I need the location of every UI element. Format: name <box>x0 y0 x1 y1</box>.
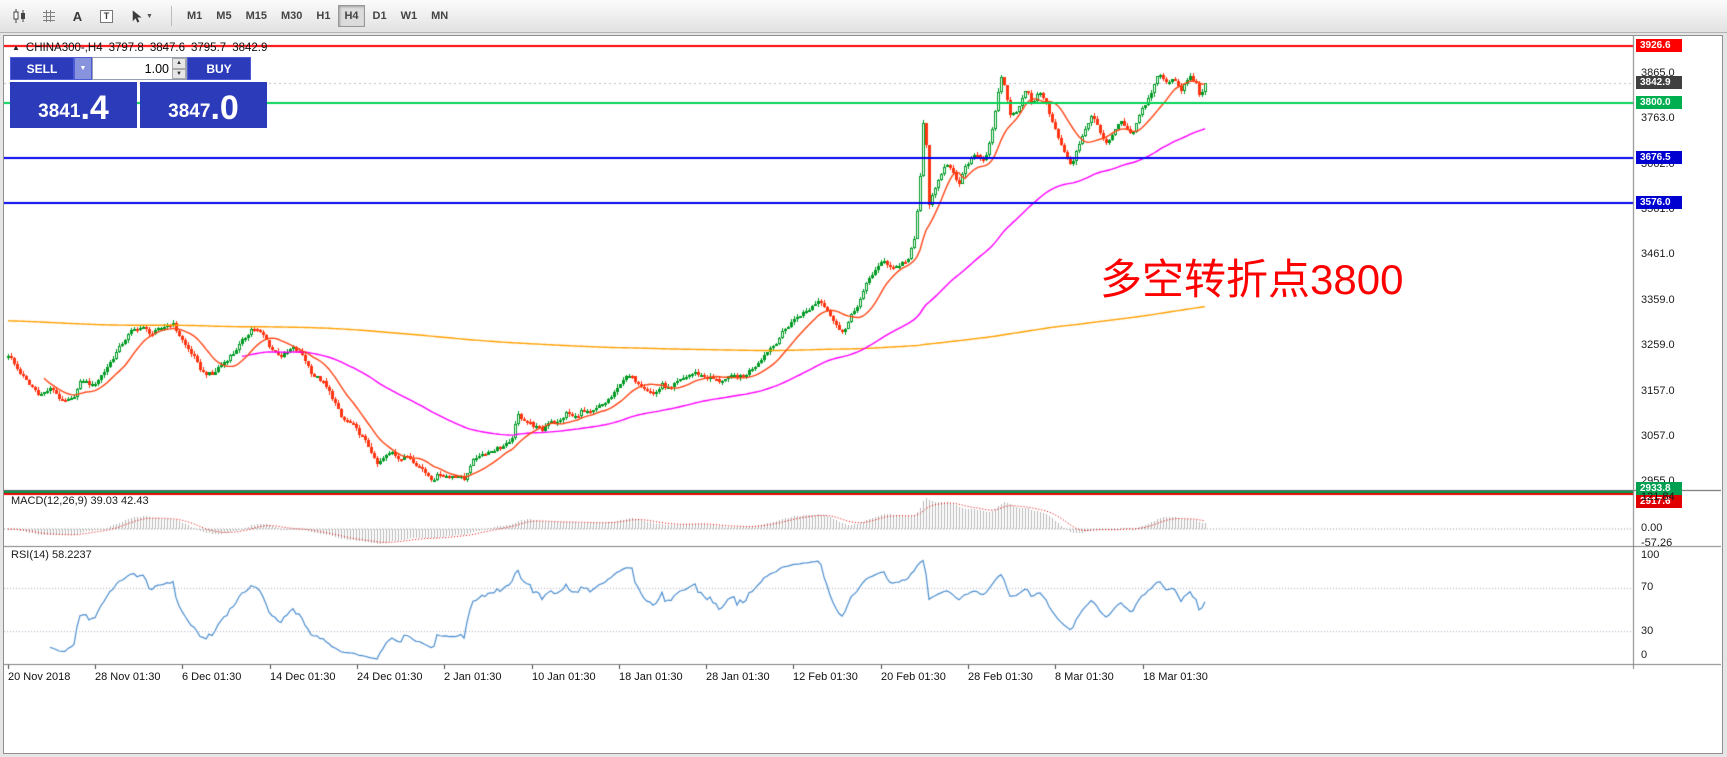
time-axis-label: 10 Jan 01:30 <box>532 671 596 683</box>
volume-field: ▲ ▼ <box>92 57 187 80</box>
price-axis-tick: 3259.0 <box>1641 339 1675 351</box>
volume-input[interactable] <box>93 58 172 79</box>
candlestick-chart-icon <box>13 9 25 23</box>
cursor-tool-button[interactable]: ▼ <box>122 4 160 28</box>
symbol-marker-icon: ▲ <box>12 43 20 52</box>
chart-annotation: 多空转折点3800 <box>1100 256 1404 303</box>
buy-price-main: 3847 <box>168 101 211 122</box>
volume-increase-button[interactable]: ▲ <box>172 58 186 69</box>
volume-spinner: ▲ ▼ <box>172 58 186 79</box>
macd-axis-tick: -57.26 <box>1641 537 1673 549</box>
rsi-axis-tick: 0 <box>1641 649 1648 661</box>
time-axis-label: 14 Dec 01:30 <box>270 671 336 683</box>
price-level-badge: 2917.6 <box>1636 495 1682 508</box>
sell-button[interactable]: SELL <box>10 57 74 80</box>
timeframe-button-w1[interactable]: W1 <box>395 5 424 27</box>
time-axis-label: 28 Jan 01:30 <box>706 671 770 683</box>
time-axis-label: 28 Nov 01:30 <box>95 671 161 683</box>
chart-window: ▲ CHINA300-,H4 3797.8 3847.6 3795.7 3842… <box>3 35 1723 754</box>
order-type-dropdown[interactable]: ▼ <box>74 57 92 80</box>
one-click-trading-panel: SELL ▼ ▲ ▼ BUY 3841.4 3847.0 <box>10 57 270 128</box>
rsi-axis-tick: 70 <box>1641 581 1654 593</box>
timeframe-button-m1[interactable]: M1 <box>181 5 208 27</box>
toolbar-separator <box>171 6 172 26</box>
buy-price-display[interactable]: 3847.0 <box>140 82 267 128</box>
timeframe-button-h4[interactable]: H4 <box>338 5 365 27</box>
price-axis-tick: 3057.0 <box>1641 430 1675 442</box>
ohlc-low: 3795.7 <box>191 42 227 54</box>
price-level-badge: 3676.5 <box>1636 151 1682 164</box>
buy-price-fraction: .0 <box>210 89 239 127</box>
rsi-indicator-label: RSI(14) 58.2237 <box>11 549 92 561</box>
timeframe-button-mn[interactable]: MN <box>425 5 454 27</box>
buy-button[interactable]: BUY <box>187 57 251 80</box>
price-level-badge: 3926.6 <box>1636 39 1682 52</box>
sell-price-main: 3841 <box>38 101 81 122</box>
price-level-badge: 2933.8 <box>1636 482 1682 495</box>
timeframe-button-d1[interactable]: D1 <box>367 5 393 27</box>
timeframe-button-group: M1 M5 M15 M30 H1 H4 D1 W1 MN <box>181 5 456 27</box>
ohlc-high: 3847.6 <box>149 42 185 54</box>
price-axis[interactable]: 3865.0 3763.0 3662.0 3561.0 3461.0 3359.0 3259… <box>1634 36 1721 696</box>
text-label-icon: A <box>72 8 83 24</box>
rsi-axis-tick: 30 <box>1641 625 1654 637</box>
macd-indicator-label: MACD(12,26,9) 39.03 42.43 <box>11 495 149 507</box>
grid-icon <box>42 10 55 22</box>
ohlc-open: 3797.8 <box>108 42 144 54</box>
rsi-axis-tick: 100 <box>1641 549 1660 561</box>
time-axis-label: 8 Mar 01:30 <box>1055 671 1114 683</box>
grid-button[interactable] <box>35 4 62 28</box>
symbol-period-label: CHINA300-,H4 <box>25 42 103 54</box>
candlestick-chart-button[interactable] <box>6 4 33 28</box>
price-axis-tick: 3763.0 <box>1641 112 1675 124</box>
time-axis-label: 18 Mar 01:30 <box>1143 671 1208 683</box>
timeframe-button-h1[interactable]: H1 <box>310 5 336 27</box>
time-axis-label: 2 Jan 01:30 <box>444 671 502 683</box>
sell-price-fraction: .4 <box>80 89 109 127</box>
volume-decrease-button[interactable]: ▼ <box>172 68 186 79</box>
chevron-down-icon: ▼ <box>79 65 87 72</box>
text-box-button[interactable]: T <box>93 4 120 28</box>
time-axis-label: 6 Dec 01:30 <box>182 671 242 683</box>
text-box-icon: T <box>99 9 114 23</box>
sell-price-display[interactable]: 3841.4 <box>10 82 137 128</box>
time-axis[interactable]: 20 Nov 2018 28 Nov 01:30 6 Dec 01:30 14 Dec… <box>4 670 1634 690</box>
price-chart-canvas[interactable] <box>4 36 1721 692</box>
time-axis-label: 12 Feb 01:30 <box>793 671 858 683</box>
chart-header: ▲ CHINA300-,H4 3797.8 3847.6 3795.7 3842… <box>12 42 267 54</box>
price-level-badge: 3842.9 <box>1636 76 1682 89</box>
macd-axis-tick: 0.00 <box>1641 522 1663 534</box>
time-axis-label: 24 Dec 01:30 <box>357 671 423 683</box>
timeframe-button-m30[interactable]: M30 <box>275 5 308 27</box>
price-level-badge: 3576.0 <box>1636 196 1682 209</box>
time-axis-label: 20 Nov 2018 <box>8 671 71 683</box>
timeframe-button-m5[interactable]: M5 <box>210 5 237 27</box>
chevron-down-icon: ▼ <box>146 12 153 20</box>
macd-axis-tick: 121.84 <box>1641 491 1675 503</box>
top-toolbar: A T ▼ M1 M5 M15 M30 H1 H4 D1 W1 MN <box>0 0 1727 33</box>
time-axis-label: 20 Feb 01:30 <box>881 671 946 683</box>
text-label-button[interactable]: A <box>64 4 91 28</box>
cursor-tool-icon <box>132 9 142 23</box>
timeframe-button-m15[interactable]: M15 <box>240 5 273 27</box>
price-level-badge: 3800.0 <box>1636 96 1682 109</box>
price-axis-tick: 3461.0 <box>1641 248 1675 260</box>
time-axis-label: 18 Jan 01:30 <box>619 671 683 683</box>
time-axis-label: 28 Feb 01:30 <box>968 671 1033 683</box>
ohlc-close: 3842.9 <box>232 42 268 54</box>
price-axis-tick: 3157.0 <box>1641 385 1675 397</box>
price-axis-tick: 3359.0 <box>1641 294 1675 306</box>
